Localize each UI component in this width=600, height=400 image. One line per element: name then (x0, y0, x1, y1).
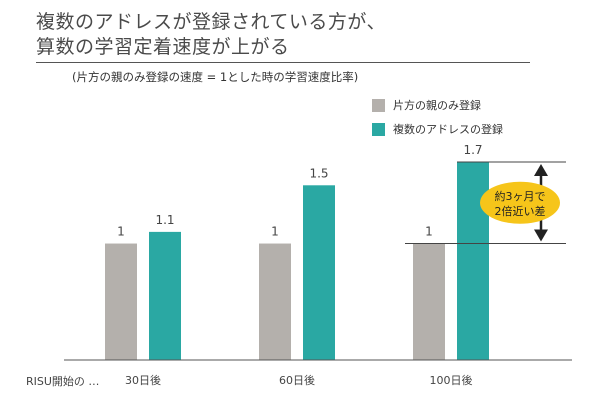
x-tick-label-3: 100日後 (430, 373, 473, 387)
callout-text-line-1: 約3ヶ月で (495, 189, 546, 203)
data-label-multiple-addresses-1: 1.1 (155, 213, 174, 227)
x-tick-label-2: 60日後 (279, 373, 315, 387)
bar-multiple-addresses-1 (149, 231, 181, 360)
bar-multiple-addresses-3 (457, 162, 489, 360)
legend-label-single-parent: 片方の親のみ登録 (393, 99, 481, 112)
legend-label-multiple-addresses: 複数のアドレスの登録 (393, 123, 503, 136)
data-label-multiple-addresses-2: 1.5 (309, 166, 328, 180)
x-axis-prefix: RISU開始の … (26, 375, 100, 388)
legend-item-multiple-addresses: 複数のアドレスの登録 (372, 119, 503, 139)
bar-single-parent-2 (259, 243, 291, 360)
data-label-single-parent-3: 1 (425, 225, 433, 239)
legend-swatch-teal (372, 122, 385, 136)
bar-multiple-addresses-2 (303, 185, 335, 360)
data-label-multiple-addresses-3: 1.7 (463, 143, 482, 157)
chart-title: 複数のアドレスが登録されている方が、 算数の学習定着速度が上がる (36, 10, 530, 60)
data-label-single-parent-1: 1 (117, 225, 125, 239)
chart-subtitle: (片方の親のみ登録の速度 = 1とした時の学習速度比率) (72, 70, 359, 84)
legend-item-single-parent: 片方の親のみ登録 (372, 95, 503, 115)
x-tick-label-1: 30日後 (125, 373, 161, 387)
difference-arrow-head-down (534, 229, 548, 242)
difference-arrow-head-up (534, 164, 548, 176)
callout-bubble (480, 181, 560, 224)
data-label-single-parent-2: 1 (271, 225, 279, 239)
bar-single-parent-3 (413, 243, 445, 360)
bar-single-parent-1 (105, 243, 137, 360)
title-divider (36, 62, 530, 63)
callout-text-line-2: 2倍近い差 (495, 204, 546, 218)
legend: 片方の親のみ登録 複数のアドレスの登録 (372, 95, 503, 143)
title-line-2: 算数の学習定着速度が上がる (36, 36, 290, 58)
legend-swatch-gray (372, 98, 385, 112)
title-line-1: 複数のアドレスが登録されている方が、 (36, 11, 387, 33)
